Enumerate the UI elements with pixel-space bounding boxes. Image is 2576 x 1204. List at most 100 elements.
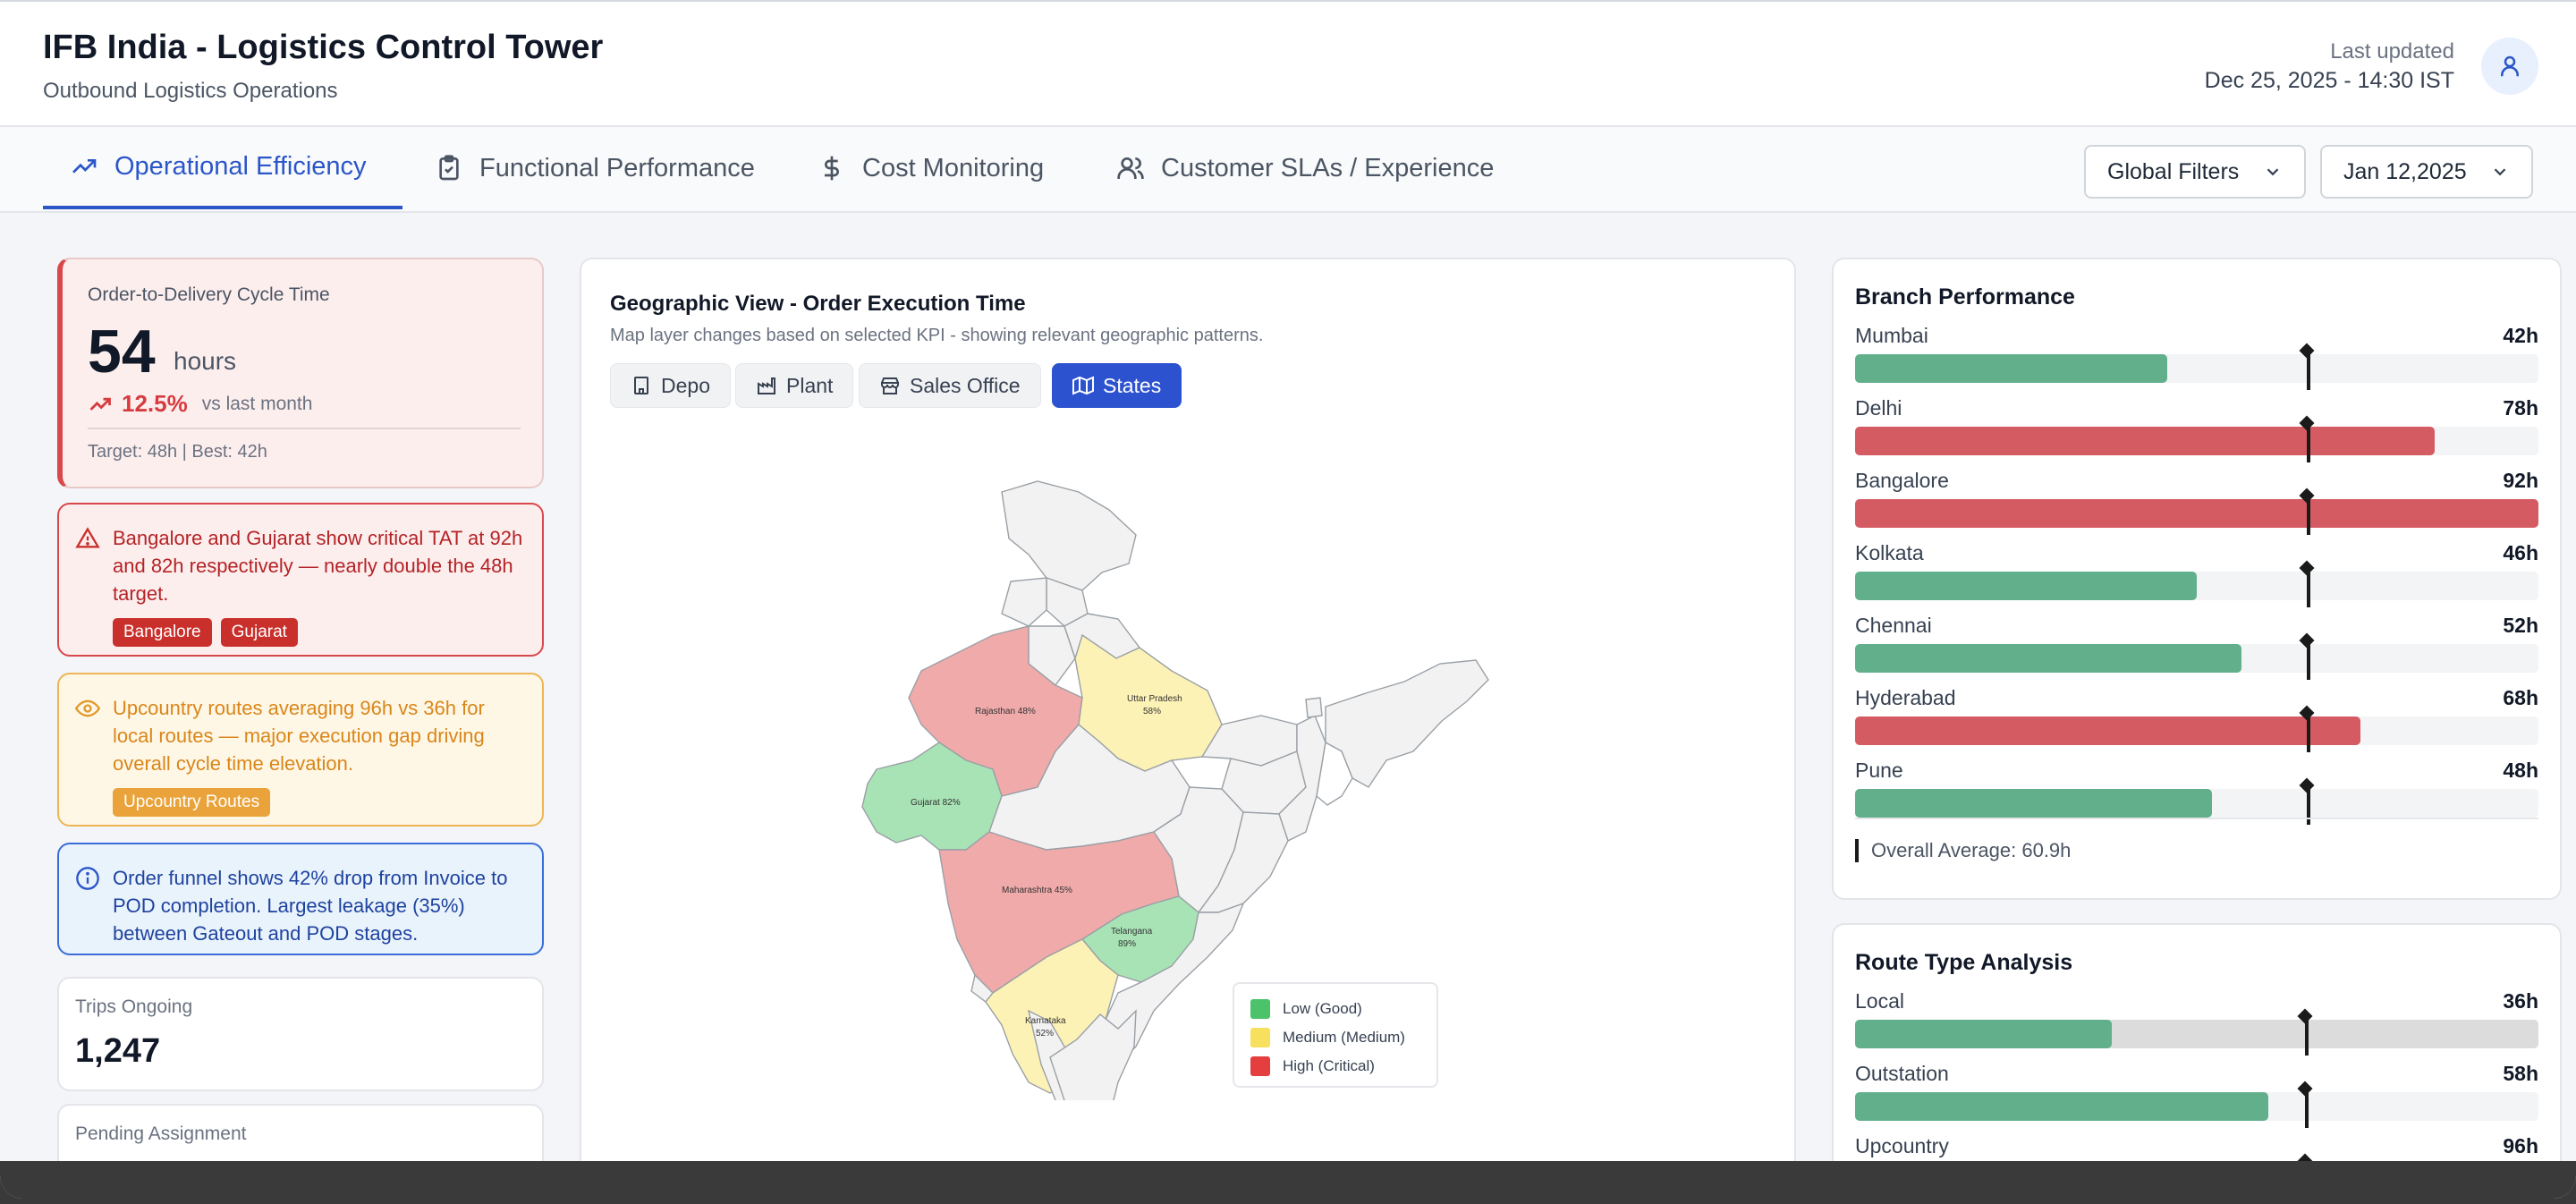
branch-value: 46h xyxy=(2503,541,2538,564)
route-fill xyxy=(1855,1020,2112,1048)
branch-track xyxy=(1855,782,2538,825)
last-updated-label: Last updated xyxy=(2330,39,2454,64)
alert-badges: Upcountry Routes xyxy=(113,788,524,817)
chevron-down-icon xyxy=(2494,168,2506,176)
map-state-west-bengal[interactable] xyxy=(1278,715,1326,842)
layer-states-button[interactable]: States xyxy=(1052,363,1182,408)
clipboard-check-icon xyxy=(439,155,459,181)
overall-average-text: Overall Average: 60.9h xyxy=(1871,839,2072,861)
legend-label: High (Critical) xyxy=(1283,1057,1375,1074)
branch-track xyxy=(1855,492,2538,535)
legend-swatch xyxy=(1250,1028,1270,1047)
panel-title: Route Type Analysis xyxy=(1855,950,2073,975)
tab-functional-performance[interactable]: Functional Performance xyxy=(408,127,782,209)
app-title: IFB India - Logistics Control Tower xyxy=(43,29,604,66)
tab-label: Functional Performance xyxy=(479,153,755,182)
critical-alert: Bangalore and Gujarat show critical TAT … xyxy=(57,503,544,657)
target-marker xyxy=(2305,1013,2309,1056)
header: IFB India - Logistics Control Tower Outb… xyxy=(0,2,2576,127)
branch-row-bangalore[interactable]: Bangalore 92h xyxy=(1855,469,2538,538)
badge-upcountry-routes[interactable]: Upcountry Routes xyxy=(113,788,271,817)
branch-row-delhi[interactable]: Delhi 78h xyxy=(1855,396,2538,466)
global-filters-dropdown[interactable]: Global Filters xyxy=(2084,145,2306,199)
map-title: Geographic View - Order Execution Time xyxy=(610,292,1026,316)
tab-operational-efficiency[interactable]: Operational Efficiency xyxy=(43,127,402,209)
tab-label: Cost Monitoring xyxy=(862,153,1045,182)
kpi-trend: 12.5% vs last month xyxy=(88,390,312,418)
branch-value: 48h xyxy=(2503,759,2538,782)
branch-fill xyxy=(1855,716,2360,745)
layer-label: States xyxy=(1103,373,1162,397)
map-legend: Low (Good) Medium (Medium) High (Critica… xyxy=(1233,982,1438,1088)
label-telangana-1: Telangana xyxy=(1111,927,1153,937)
date-dropdown[interactable]: Jan 12,2025 xyxy=(2320,145,2533,199)
window-bottom-edge xyxy=(0,1161,2576,1199)
layer-sales-office-button[interactable]: Sales Office xyxy=(859,363,1041,408)
divider xyxy=(1855,818,2538,819)
target-marker xyxy=(2307,420,2310,462)
label-uttar-pradesh-1: Uttar Pradesh xyxy=(1127,694,1182,704)
tab-customer-slas[interactable]: Customer SLAs / Experience xyxy=(1089,127,1521,209)
badge-bangalore[interactable]: Bangalore xyxy=(113,618,212,647)
branch-row-hyderabad[interactable]: Hyderabad 68h xyxy=(1855,686,2538,756)
layer-label: Plant xyxy=(786,373,834,397)
label-uttar-pradesh-2: 58% xyxy=(1143,707,1161,716)
tab-cost-monitoring[interactable]: Cost Monitoring xyxy=(791,127,1071,209)
branch-track xyxy=(1855,637,2538,680)
label-karnataka-1: Karnataka xyxy=(1025,1016,1066,1026)
legend-label: Medium (Medium) xyxy=(1283,1029,1405,1046)
map-state-jammu-kashmir[interactable] xyxy=(1001,480,1137,591)
branch-fill xyxy=(1855,499,2538,528)
branch-value: 78h xyxy=(2503,396,2538,420)
kpi-value: 54 xyxy=(88,318,156,386)
average-marker-legend xyxy=(1855,839,1859,862)
route-name: Upcountry xyxy=(1855,1134,1949,1157)
route-row-local[interactable]: Local 36h xyxy=(1855,989,2538,1059)
alert-text: Order funnel shows 42% drop from Invoice… xyxy=(113,867,508,945)
tab-label: Operational Efficiency xyxy=(114,151,367,181)
target-marker xyxy=(2307,709,2310,752)
kpi-target-footer: Target: 48h | Best: 42h xyxy=(88,442,267,462)
trending-up-icon xyxy=(89,397,111,411)
kpi-unit: hours xyxy=(174,347,237,375)
branch-name: Pune xyxy=(1855,759,1903,782)
building-icon xyxy=(634,377,648,394)
route-type-panel: Route Type Analysis Local 36h Outstation 58… xyxy=(1832,923,2562,1199)
branch-row-chennai[interactable]: Chennai 52h xyxy=(1855,614,2538,683)
divider xyxy=(88,428,521,429)
route-row-outstation[interactable]: Outstation 58h xyxy=(1855,1062,2538,1132)
date-label: Jan 12,2025 xyxy=(2343,158,2467,184)
target-marker xyxy=(2307,347,2310,390)
route-name: Outstation xyxy=(1855,1062,1949,1085)
india-states-map: Rajasthan 48% Uttar Pradesh 58% Gujarat … xyxy=(861,480,1489,1100)
chevron-down-icon xyxy=(2267,168,2279,176)
warning-triangle-icon xyxy=(75,527,100,548)
map-state-sikkim[interactable] xyxy=(1305,697,1323,718)
branch-track xyxy=(1855,347,2538,390)
badge-gujarat[interactable]: Gujarat xyxy=(220,618,298,647)
stat-value: 1,247 xyxy=(75,1032,161,1070)
branch-track xyxy=(1855,420,2538,462)
branch-row-mumbai[interactable]: Mumbai 42h xyxy=(1855,324,2538,394)
branch-track xyxy=(1855,564,2538,607)
layer-depo-button[interactable]: Depo xyxy=(610,363,731,408)
cycle-time-kpi-card[interactable]: Order-to-Delivery Cycle Time 54 hours 12… xyxy=(57,258,544,488)
map-state-punjab[interactable] xyxy=(1001,577,1047,627)
trips-ongoing-card[interactable]: Trips Ongoing 1,247 xyxy=(57,977,544,1091)
target-marker xyxy=(2305,1085,2309,1128)
user-avatar-button[interactable] xyxy=(2481,38,2538,95)
map-state-tamil-nadu[interactable] xyxy=(1049,1009,1137,1100)
branch-track xyxy=(1855,709,2538,752)
branch-name: Chennai xyxy=(1855,614,1932,637)
geographic-view-card: Geographic View - Order Execution Time M… xyxy=(580,258,1796,1199)
map-state-northeast[interactable] xyxy=(1325,659,1489,788)
target-marker xyxy=(2307,492,2310,535)
branch-fill xyxy=(1855,427,2435,455)
label-rajasthan: Rajasthan 48% xyxy=(975,707,1036,716)
layer-plant-button[interactable]: Plant xyxy=(735,363,854,408)
branch-row-pune[interactable]: Pune 48h xyxy=(1855,759,2538,828)
tab-label: Customer SLAs / Experience xyxy=(1161,153,1495,182)
global-filters-label: Global Filters xyxy=(2107,158,2240,184)
route-track xyxy=(1855,1013,2538,1056)
branch-row-kolkata[interactable]: Kolkata 46h xyxy=(1855,541,2538,611)
